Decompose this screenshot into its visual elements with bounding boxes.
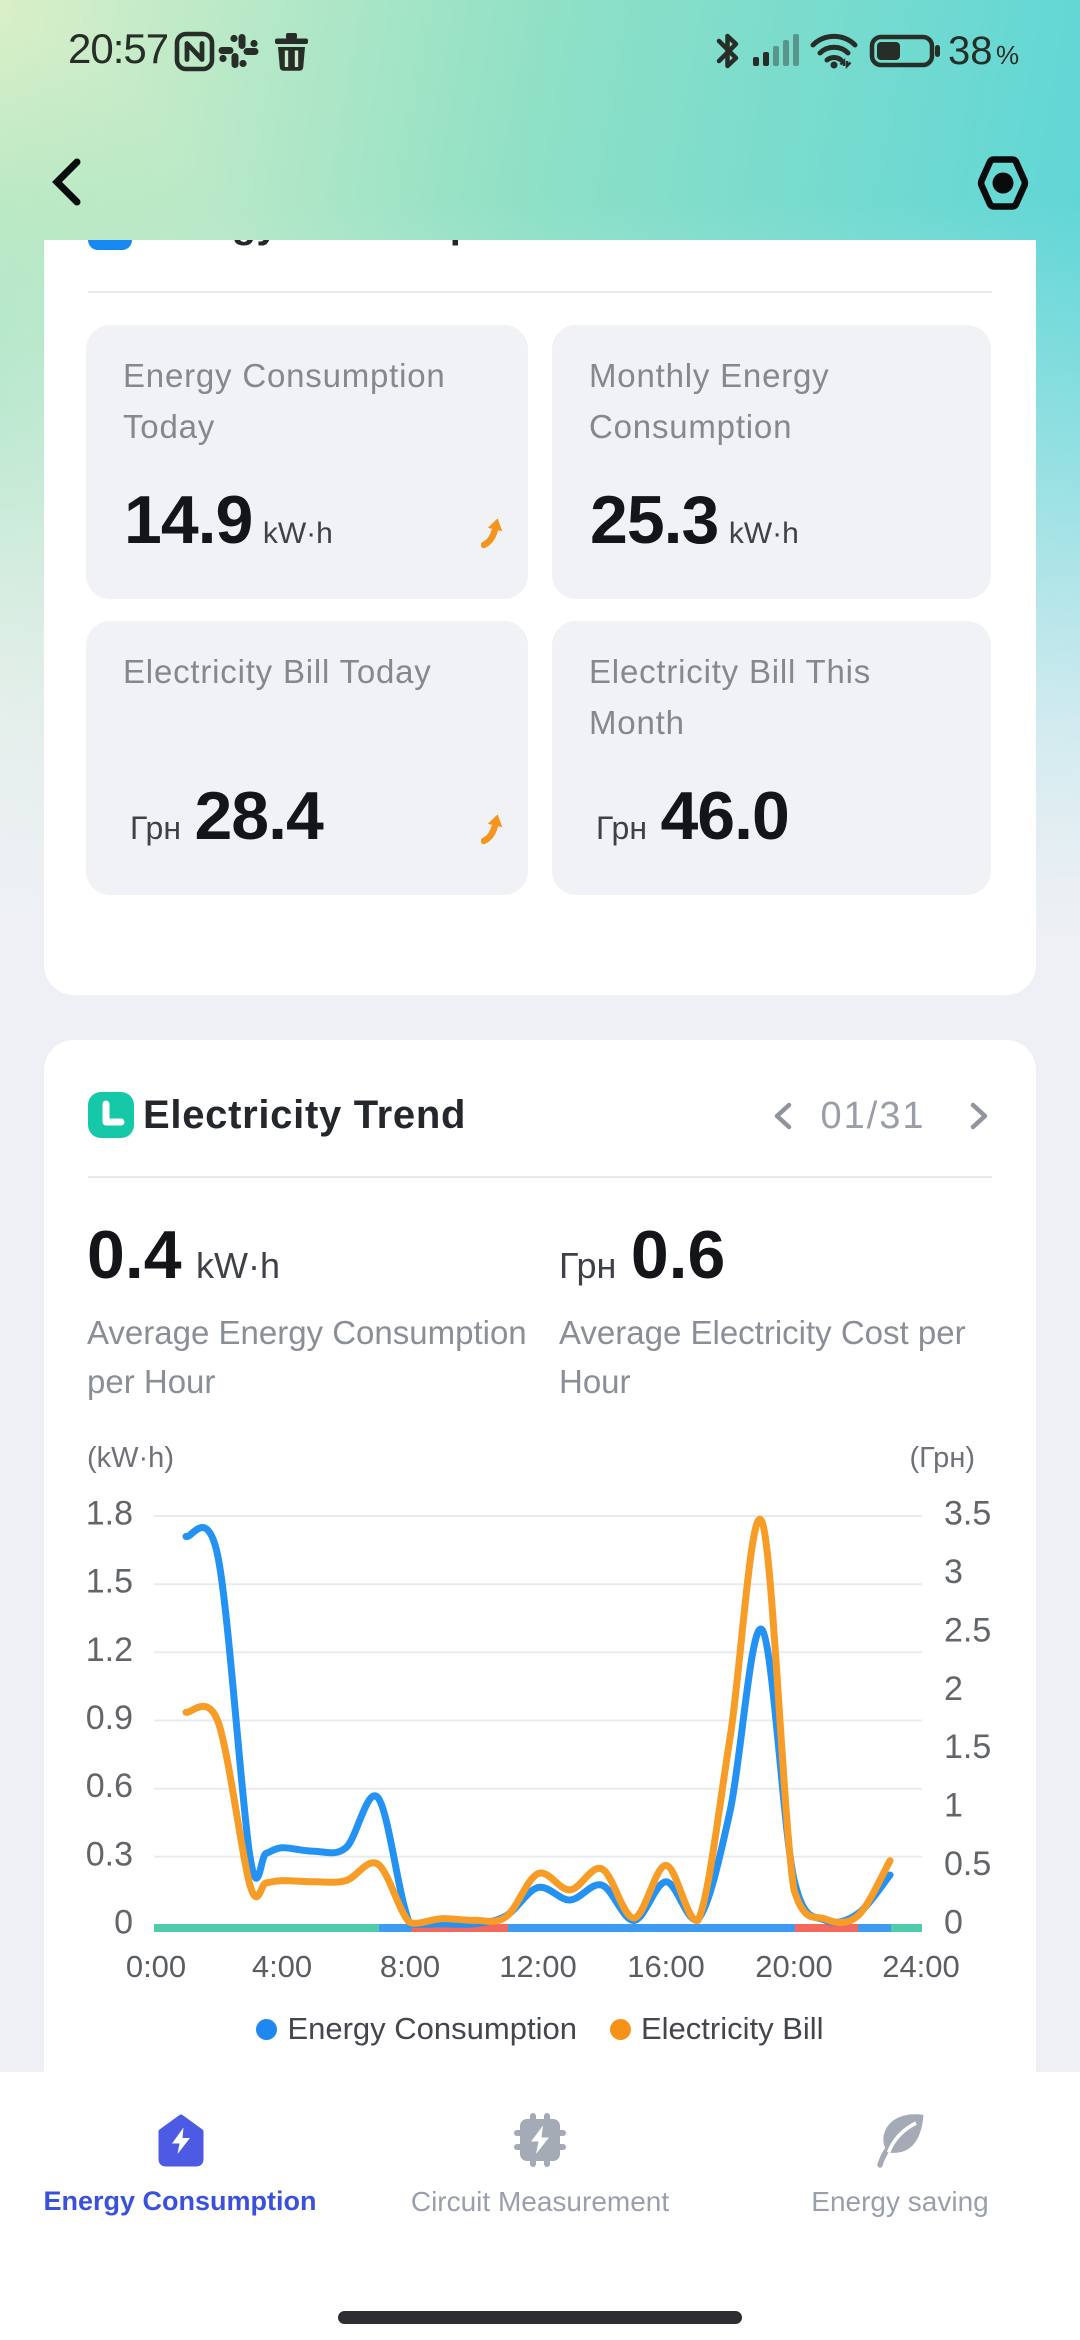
svg-text:24:00: 24:00 [882, 1949, 960, 1984]
svg-text:1.5: 1.5 [944, 1728, 991, 1766]
svg-text:1.2: 1.2 [86, 1631, 133, 1669]
svg-text:0: 0 [114, 1904, 133, 1942]
svg-text:1.5: 1.5 [86, 1563, 133, 1601]
svg-text:38: 38 [948, 29, 993, 73]
svg-text:4:00: 4:00 [252, 1949, 312, 1984]
svg-text:1: 1 [944, 1787, 963, 1825]
svg-text:12:00: 12:00 [499, 1949, 577, 1984]
svg-text:16:00: 16:00 [627, 1949, 705, 1984]
svg-text:2: 2 [944, 1670, 963, 1708]
svg-text:1.8: 1.8 [86, 1495, 133, 1533]
svg-text:3.5: 3.5 [944, 1495, 991, 1533]
svg-text:0.9: 0.9 [86, 1699, 133, 1737]
svg-text:0.3: 0.3 [86, 1835, 133, 1873]
svg-text:0:00: 0:00 [126, 1949, 186, 1984]
svg-text:20:00: 20:00 [755, 1949, 833, 1984]
svg-text:3: 3 [944, 1553, 963, 1591]
svg-text:2.5: 2.5 [944, 1611, 991, 1649]
svg-text:%: % [996, 40, 1019, 70]
svg-text:0.6: 0.6 [86, 1767, 133, 1805]
svg-text:0.5: 0.5 [944, 1845, 991, 1883]
svg-text:8:00: 8:00 [380, 1949, 440, 1984]
svg-text:0: 0 [944, 1904, 963, 1942]
